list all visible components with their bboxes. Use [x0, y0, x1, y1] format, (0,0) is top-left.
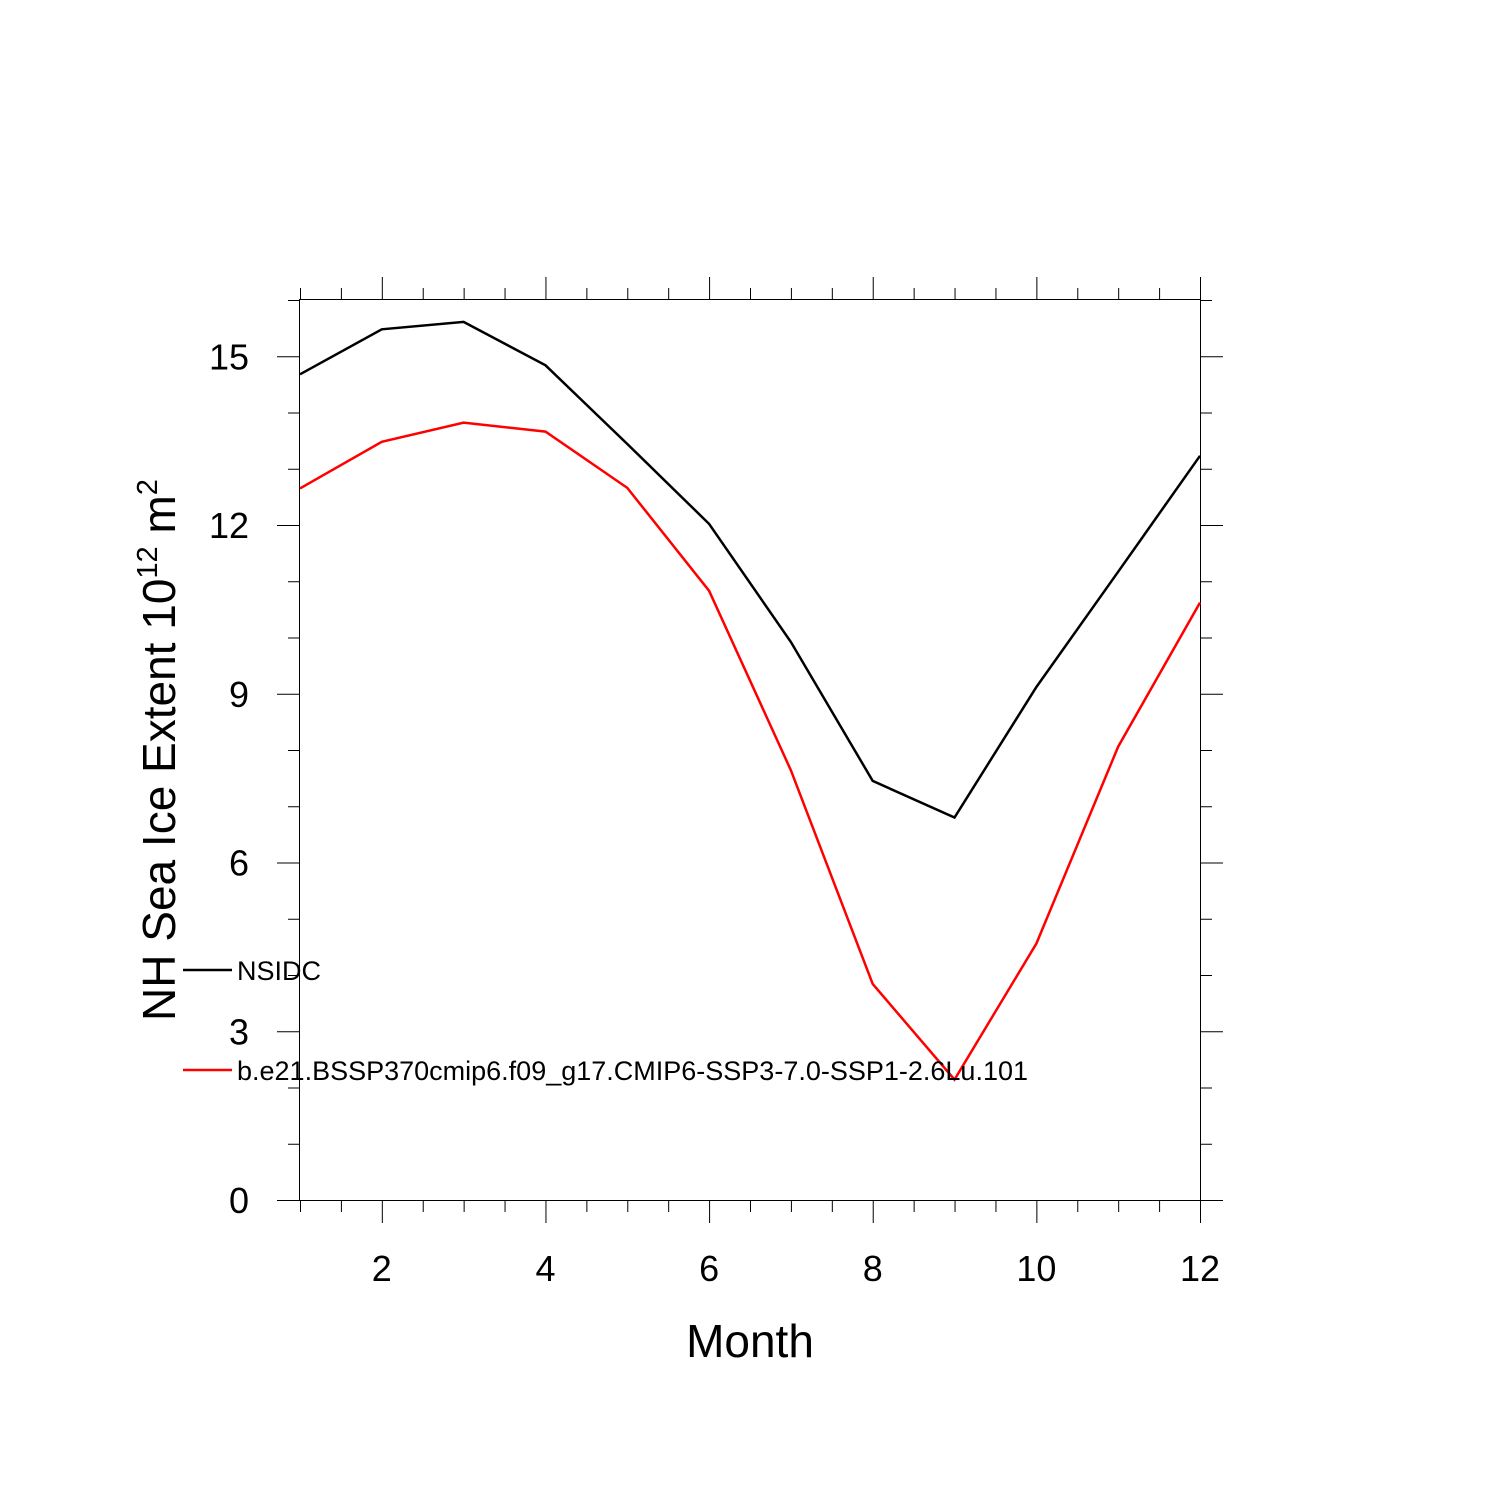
y-tick-label: 15 — [209, 336, 249, 377]
y-axis-title-unit: m — [133, 495, 185, 546]
series-line-0 — [299, 320, 1202, 820]
legend-label-nsidc: NSIDC — [237, 956, 321, 986]
x-tick-label: 10 — [1016, 1248, 1056, 1289]
y-axis-title-unit-exponent: 2 — [132, 479, 164, 495]
x-axis-title: Month — [686, 1315, 814, 1367]
y-axis-title-exponent: 12 — [132, 546, 164, 578]
y-tick-label: 6 — [229, 843, 249, 884]
axis-tick-labels: 2 4 6 8 10 12 0 3 6 9 12 15 — [209, 336, 1220, 1289]
axis-ticks — [277, 277, 1223, 1223]
legend-label-model: b.e21.BSSP370cmip6.f09_g17.CMIP6-SSP3-7.… — [237, 1056, 1028, 1086]
y-tick-label: 9 — [229, 674, 249, 715]
y-tick-label: 3 — [229, 1011, 249, 1052]
x-tick-label: 8 — [863, 1248, 883, 1289]
x-tick-label: 2 — [372, 1248, 392, 1289]
series-line-1 — [299, 421, 1202, 1082]
legend: NSIDC b.e21.BSSP370cmip6.f09_g17.CMIP6-S… — [183, 956, 1028, 1086]
x-tick-label: 6 — [699, 1248, 719, 1289]
series-layer — [299, 320, 1202, 1082]
y-axis-title: NH Sea Ice Extent 1012 m2 — [132, 479, 185, 1021]
y-tick-label: 0 — [229, 1180, 249, 1221]
x-tick-label: 12 — [1180, 1248, 1220, 1289]
x-tick-label: 4 — [535, 1248, 555, 1289]
y-axis-title-main: NH Sea Ice Extent 10 — [133, 579, 185, 1021]
y-tick-label: 12 — [209, 505, 249, 546]
